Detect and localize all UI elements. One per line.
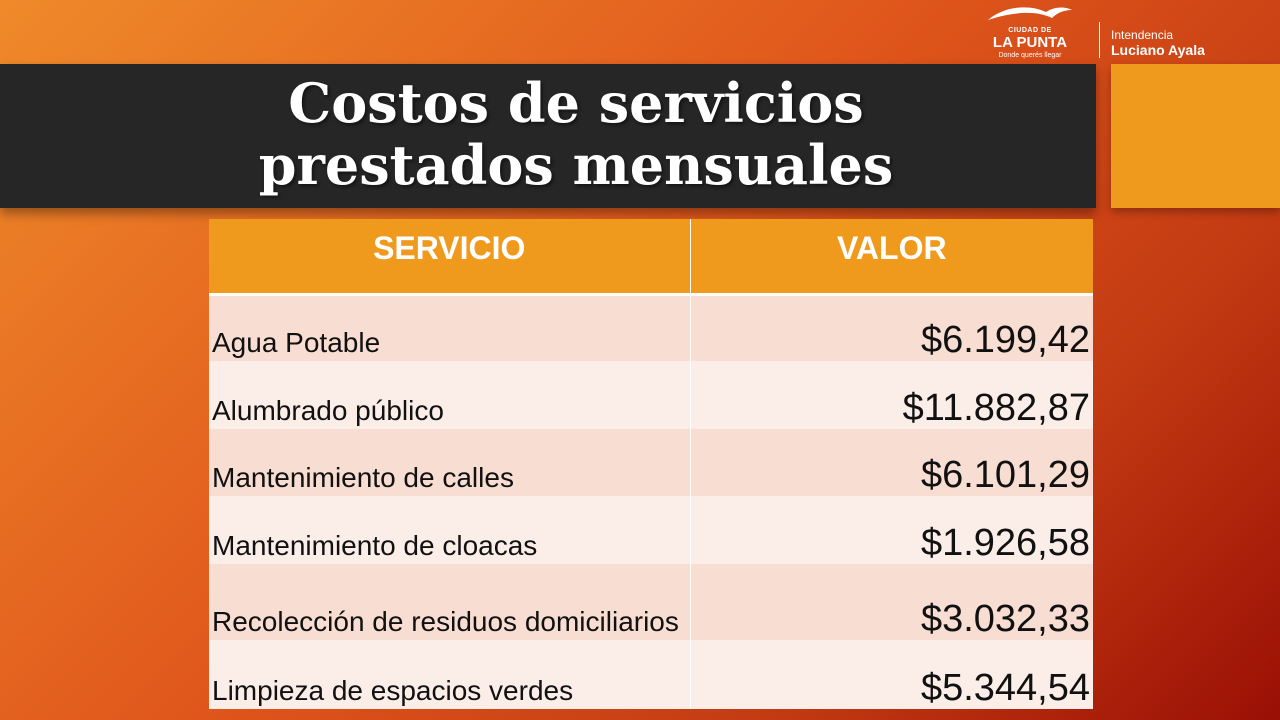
la-punta-small: CIUDAD DE bbox=[1008, 27, 1052, 34]
header-valor: VALOR bbox=[690, 219, 1093, 296]
costs-table: SERVICIO VALOR Agua Potable $6.199,42 Al… bbox=[209, 219, 1093, 709]
title-band bbox=[0, 64, 1096, 208]
header-servicio: SERVICIO bbox=[209, 219, 691, 296]
table-row: Recolección de residuos domiciliarios $3… bbox=[209, 564, 1093, 640]
value-cell: $11.882,87 bbox=[690, 361, 1093, 429]
intendencia-label: Intendencia bbox=[1111, 28, 1174, 42]
accent-box bbox=[1111, 64, 1280, 208]
service-cell: Alumbrado público bbox=[209, 361, 691, 429]
table-row: Agua Potable $6.199,42 bbox=[209, 294, 1093, 361]
title-line-2: prestados mensuales bbox=[258, 133, 894, 197]
service-cell: Limpieza de espacios verdes bbox=[209, 640, 691, 709]
value-cell: $6.101,29 bbox=[690, 429, 1093, 496]
la-punta-tagline: Donde querés llegar bbox=[998, 52, 1062, 59]
wave-icon bbox=[988, 7, 1072, 20]
value-cell: $5.344,54 bbox=[690, 640, 1093, 709]
logo-divider bbox=[1099, 22, 1100, 58]
table-row: Mantenimiento de calles $6.101,29 bbox=[209, 429, 1093, 496]
la-punta-logo: CIUDAD DE LA PUNTA Donde querés llegar bbox=[982, 4, 1078, 62]
value-cell: $3.032,33 bbox=[690, 564, 1093, 640]
la-punta-name: LA PUNTA bbox=[992, 34, 1068, 51]
service-cell: Mantenimiento de calles bbox=[209, 429, 691, 496]
table-header-row: SERVICIO VALOR bbox=[209, 219, 1093, 296]
service-cell: Recolección de residuos domiciliarios bbox=[209, 564, 691, 640]
title-line-1: Costos de servicios bbox=[288, 71, 864, 135]
page-title: Costos de servicios prestados mensuales bbox=[0, 72, 1152, 196]
value-cell: $6.199,42 bbox=[690, 294, 1093, 361]
service-cell: Agua Potable bbox=[209, 294, 691, 361]
service-cell: Mantenimiento de cloacas bbox=[209, 496, 691, 564]
table-row: Limpieza de espacios verdes $5.344,54 bbox=[209, 640, 1093, 709]
intendencia-logo: Intendencia Luciano Ayala bbox=[1111, 28, 1205, 58]
intendencia-name: Luciano Ayala bbox=[1111, 42, 1205, 58]
table-row: Mantenimiento de cloacas $1.926,58 bbox=[209, 496, 1093, 564]
table-row: Alumbrado público $11.882,87 bbox=[209, 361, 1093, 429]
value-cell: $1.926,58 bbox=[690, 496, 1093, 564]
